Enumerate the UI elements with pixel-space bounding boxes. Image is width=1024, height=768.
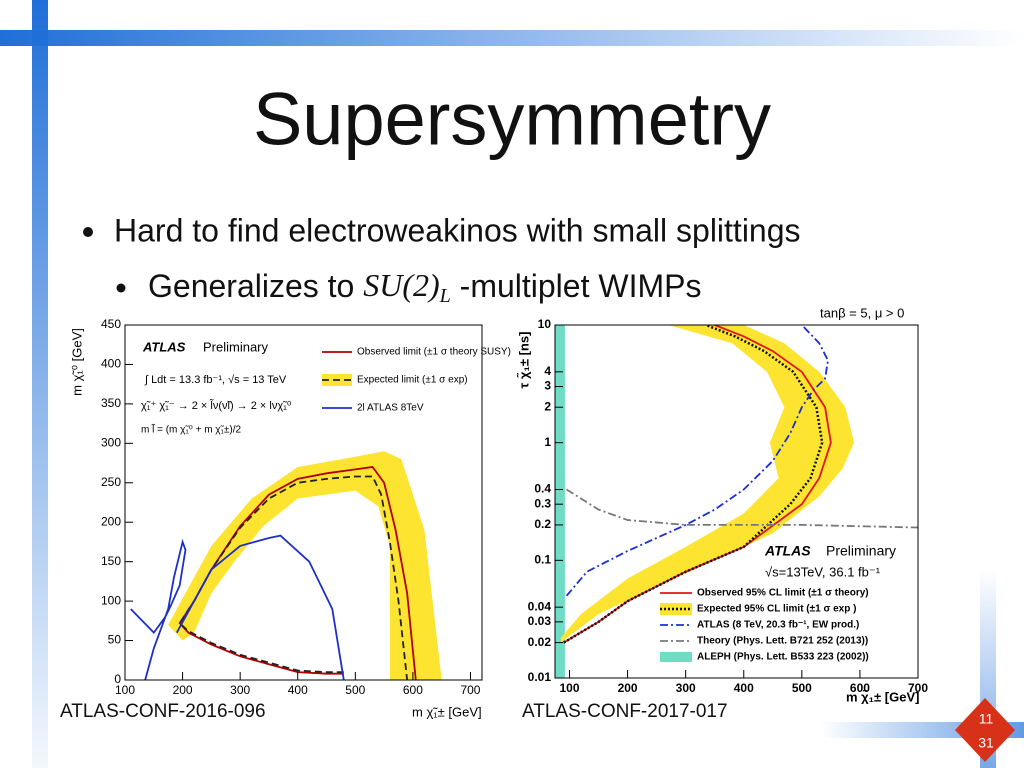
series-line: [130, 534, 345, 680]
legend-label: Expected 95% CL limit (±1 σ exp ): [697, 604, 856, 615]
x-tick-label: 100: [560, 681, 580, 695]
y-tick-label: 0.4: [534, 482, 551, 496]
y-tick-label: 4: [544, 364, 551, 378]
y-tick-label: 150: [101, 554, 121, 568]
y-tick-label: 0: [114, 672, 121, 686]
chart: 0.01 0.02 0.030.04 0.1 0.2 0.30.4 1 2 34 10 100 200…: [516, 305, 928, 704]
y-tick-label: 0.04: [528, 599, 552, 613]
annotation: ATLAS: [142, 339, 186, 354]
page-badge: [955, 698, 1015, 762]
annotation: Preliminary: [826, 543, 896, 559]
legend-label: Observed limit (±1 σ theory SUSY): [357, 347, 511, 358]
slide-title: Supersymmetry: [253, 78, 771, 161]
y-tick-label: 0.2: [534, 517, 551, 531]
annotation: √s=13TeV, 36.1 fb⁻¹: [765, 564, 881, 579]
legend-label: Observed 95% CL limit (±1 σ theory): [697, 588, 869, 599]
chart: 0 50 100 150 200 250 300 350 400 450 100 200 300 400 5…: [69, 317, 511, 719]
x-tick-label: 400: [288, 683, 308, 697]
annotation: m l̃ = (m χ̃₁⁰ + m χ̃₁±)/2: [141, 423, 242, 436]
y-tick-label: 100: [101, 593, 121, 607]
y-axis-label: m χ̃₁⁰ [GeV]: [69, 328, 84, 396]
x-tick-label: 200: [173, 683, 193, 697]
page-total: 31: [978, 735, 994, 751]
left-bar: [32, 0, 48, 768]
y-tick-label: 250: [101, 475, 121, 489]
bullet-math-sub: L: [439, 285, 451, 307]
legend-swatch: [660, 652, 692, 662]
error-band: [168, 451, 442, 680]
y-tick-label: 3: [544, 379, 551, 393]
legend-label: ATLAS (8 TeV, 20.3 fb⁻¹, EW prod.): [697, 620, 859, 631]
y-axis-label: τ χ̃₁± [ns]: [516, 332, 531, 389]
x-axis-label: m χ̃₁± [GeV]: [412, 704, 482, 719]
top-bar: [0, 30, 1024, 46]
bullet-dot: [83, 227, 93, 237]
x-tick-label: 500: [792, 681, 812, 695]
x-tick-label: 500: [345, 683, 365, 697]
x-tick-label: 600: [403, 683, 423, 697]
legend-label: ALEPH (Phys. Lett. B533 223 (2002)): [697, 652, 869, 663]
plot-area: [130, 451, 442, 680]
y-tick-label: 450: [101, 317, 121, 331]
bullet: Hard to find electroweakinos with small …: [114, 212, 801, 248]
x-axis-label: m χ̃₁± [GeV]: [846, 689, 919, 704]
bullet-text: -multiplet WIMPs: [451, 268, 702, 304]
y-tick-label: 300: [101, 436, 121, 450]
y-tick-label: 400: [101, 357, 121, 371]
annotation: ∫ Ldt = 13.3 fb⁻¹, √s = 13 TeV: [144, 374, 287, 386]
y-tick-label: 0.1: [534, 553, 551, 567]
bullet-dot: [116, 283, 126, 293]
y-tick-label: 0.03: [528, 614, 552, 628]
caption: ATLAS-CONF-2016-096: [60, 701, 266, 722]
excluded-span: [555, 325, 565, 678]
x-tick-label: 700: [460, 683, 480, 697]
bullet: Generalizes to SU(2)L -multiplet WIMPs: [148, 267, 701, 306]
y-tick-label: 0.02: [528, 635, 552, 649]
plot-frame: [554, 324, 919, 679]
series-line: [566, 488, 918, 529]
annotation: ATLAS: [764, 543, 811, 559]
y-tick-label: 200: [101, 514, 121, 528]
plot-frame: [124, 324, 483, 681]
annotation: tanβ = 5, μ > 0: [820, 305, 904, 320]
series-line: [563, 325, 824, 644]
x-tick-label: 200: [618, 681, 638, 695]
x-tick-label: 300: [230, 683, 250, 697]
series-line: [178, 466, 417, 680]
series-line: [565, 325, 829, 597]
caption: ATLAS-CONF-2017-017: [522, 701, 728, 722]
page-number: 11: [979, 711, 994, 727]
y-tick-label: 0.01: [528, 670, 552, 684]
bullet-math: SU(2): [363, 267, 439, 303]
y-tick-label: 50: [108, 633, 122, 647]
x-tick-label: 700: [908, 681, 928, 695]
series-line: [178, 475, 409, 680]
error-band: [560, 325, 855, 643]
legend-label: Expected limit (±1 σ exp): [357, 375, 468, 386]
y-tick-label: 10: [538, 317, 552, 331]
legend-label: Theory (Phys. Lett. B721 252 (2013)): [697, 636, 868, 647]
x-tick-label: 400: [734, 681, 754, 695]
y-tick-label: 1: [544, 435, 551, 449]
annotation: χ̃₁⁺ χ̃₁⁻ → 2 × l̃ν(ν̃l) → 2 × lνχ̃₁⁰: [141, 399, 292, 412]
plot-area: [555, 325, 918, 678]
x-tick-label: 600: [850, 681, 870, 695]
x-tick-label: 300: [676, 681, 696, 695]
y-tick-label: 0.3: [534, 496, 551, 510]
bullet-text: Generalizes to: [148, 268, 363, 304]
legend-label: 2l ATLAS 8TeV: [357, 403, 424, 414]
y-tick-label: 350: [101, 396, 121, 410]
x-tick-label: 100: [115, 683, 135, 697]
y-tick-label: 2: [544, 399, 551, 413]
annotation: Preliminary: [203, 339, 269, 354]
